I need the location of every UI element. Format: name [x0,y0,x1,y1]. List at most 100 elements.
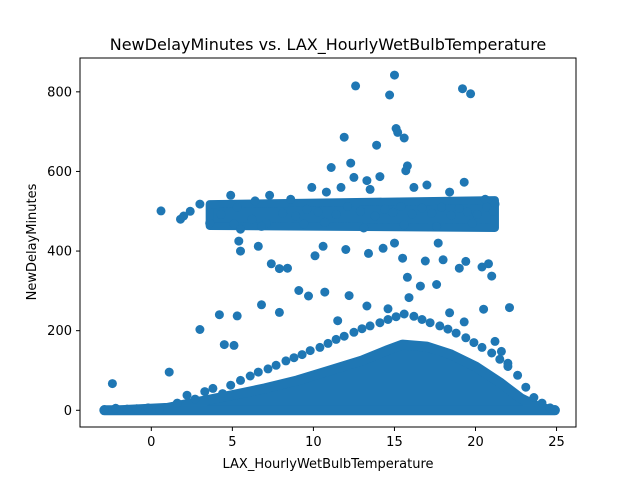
scatter-point [257,221,266,231]
scatter-point [372,140,382,150]
scatter-point [529,393,539,402]
scatter-point [362,176,372,186]
scatter-point [247,214,257,224]
scatter-point [385,90,395,100]
x-tick-label: 15 [386,435,403,450]
scatter-point [236,375,245,385]
scatter-point [409,311,419,321]
y-tick-label: 400 [47,245,72,260]
scatter-point [427,208,437,218]
scatter-point [315,342,325,352]
scatter-point [229,340,239,350]
scatter-point [401,166,411,176]
scatter-point [390,70,399,80]
scatter-point [398,253,408,263]
y-tick-label: 0 [64,404,72,419]
data-points [99,70,560,414]
scatter-point [344,291,354,301]
scatter-point [302,204,312,214]
plot-area [80,58,576,427]
scatter-point [234,236,244,246]
scatter-point [378,243,388,253]
x-tick-label: 20 [467,435,484,450]
scatter-point [339,331,349,341]
scatter-point [407,209,417,219]
scatter-point [480,194,490,204]
scatter-point [156,206,166,216]
scatter-point [445,187,455,197]
scatter-point [214,310,224,320]
scatter-point [257,300,266,310]
scatter-point [437,202,446,212]
scatter-point [164,367,174,377]
scatter-point [274,307,284,317]
scatter-point [503,362,513,371]
scatter-point [469,338,479,348]
scatter-point [307,182,317,192]
scatter-point [253,367,263,377]
scatter-point [236,246,245,256]
scatter-point [477,342,487,352]
scatter-point [351,81,361,91]
scatter-point [291,211,301,221]
scatter-point [466,89,476,99]
scatter-point [283,263,292,273]
scatter-point [488,206,498,216]
scatter-point [393,127,403,137]
scatter-point [195,199,205,209]
scatter-point [461,256,471,266]
scatter-point [216,209,226,219]
dense-band-lower [99,339,560,416]
scatter-point [462,207,472,217]
y-tick-label: 800 [47,85,72,100]
x-tick-label: 0 [147,435,155,450]
chart-title: NewDelayMinutes vs. LAX_HourlyWetBulbTem… [110,35,547,55]
scatter-point [122,404,132,414]
scatter-point [305,346,315,356]
scatter-point [458,84,467,94]
scatter-point [383,315,393,324]
scatter-point [182,390,192,400]
scatter-point [253,241,263,251]
scatter-point [111,403,121,413]
scatter-point [362,301,372,311]
scatter-point [446,210,456,220]
scatter-point [454,204,464,213]
scatter-point [289,353,299,363]
scatter-point [487,271,497,281]
scatter-point [266,259,276,269]
scatter-point [383,304,393,314]
scatter-point [297,350,307,360]
scatter-point [482,202,492,212]
x-axis: 0 5 10 15 20 25 [147,427,565,450]
scatter-point [304,291,313,301]
scatter-point [422,180,432,190]
scatter-point [99,405,109,414]
scatter-point [154,405,164,414]
scatter-point [417,315,427,324]
scatter-point [359,223,369,233]
scatter-point [218,389,228,399]
scatter-point [505,303,514,313]
scatter-point [364,248,373,258]
scatter-point [404,293,414,303]
scatter-point [390,238,399,248]
scatter-point [459,317,469,327]
scatter-point [467,218,477,228]
scatter-point [349,172,359,182]
scatter-point [365,184,375,194]
scatter-point [432,280,442,289]
scatter-point [432,221,442,231]
scatter-point [343,202,352,211]
scatter-point [320,217,330,227]
scatter-point [409,182,419,192]
scatter-point [310,251,320,261]
scatter-point [435,321,445,331]
scatter-point [417,203,427,213]
scatter-point [461,333,471,343]
scatter-point [263,364,273,374]
y-axis: 0 200 400 600 800 [47,85,80,419]
scatter-point [346,158,356,168]
scatter-point [521,382,531,392]
